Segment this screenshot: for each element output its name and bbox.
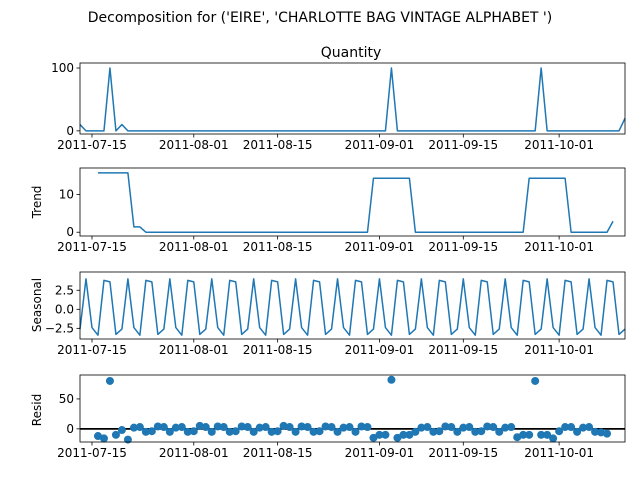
x-tick-label: 2011-09-01 [345,138,415,152]
x-tick-label: 2011-10-01 [524,240,594,254]
x-tick-label: 2011-08-01 [159,446,229,460]
x-tick-label: 2011-09-01 [345,240,415,254]
series-line [80,279,625,335]
x-tick-label: 2011-10-01 [524,343,594,357]
resid-point [118,426,126,434]
trend-ylabel: Trend [30,186,44,220]
series-line [98,173,613,232]
resid-point [208,428,216,436]
quantity-title: Quantity [321,45,382,61]
x-tick-label: 2011-07-15 [57,343,127,357]
figure-title: Decomposition for ('EIRE', 'CHARLOTTE BA… [88,10,552,26]
resid-point [549,434,557,442]
resid-point [507,423,515,431]
y-tick-label: 10 [59,187,74,201]
resid-point [190,427,198,435]
x-tick-label: 2011-07-15 [57,240,127,254]
x-tick-label: 2011-10-01 [524,138,594,152]
seasonal-panel: Seasonal 2011-07-15 2011-08-01 2011-08-15 2… [30,272,625,357]
resid-point [603,430,611,438]
axes-frame [80,63,625,134]
resid-panel: Resid 2011-07-15 2011-08-01 2011-08-15 2011… [30,375,625,460]
resid-point [531,377,539,385]
x-tick-label: 2011-09-15 [428,343,498,357]
x-tick-label: 2011-09-15 [428,446,498,460]
resid-point [124,436,132,444]
y-tick-label: 0 [66,225,74,239]
y-tick-label: −2.5 [45,321,74,335]
x-tick-label: 2011-09-15 [428,240,498,254]
x-tick-label: 2011-08-15 [243,343,313,357]
x-tick-label: 2011-08-15 [243,138,313,152]
x-tick-label: 2011-08-15 [243,240,313,254]
resid-point [274,427,282,435]
y-tick-label: 0 [66,422,74,436]
x-tick-label: 2011-09-01 [345,343,415,357]
y-tick-label: 0 [66,124,74,138]
quantity-panel: Quantity 2011-07-15 2011-08-01 2011-08-15 2… [51,45,625,152]
x-tick-label: 2011-09-01 [345,446,415,460]
trend-panel: Trend 2011-07-15 2011-08-01 2011-08-15 2011… [30,168,625,254]
resid-point [292,428,300,436]
resid-point [106,377,114,385]
x-tick-label: 2011-09-15 [428,138,498,152]
y-tick-label: 100 [51,61,74,75]
x-tick-label: 2011-08-15 [243,446,313,460]
x-tick-label: 2011-08-01 [159,138,229,152]
x-tick-label: 2011-10-01 [524,446,594,460]
resid-point [351,428,359,436]
resid-point [381,431,389,439]
x-tick-label: 2011-08-01 [159,240,229,254]
resid-ylabel: Resid [30,394,44,426]
seasonal-ylabel: Seasonal [30,278,44,332]
resid-point [525,431,533,439]
x-tick-label: 2011-07-15 [57,446,127,460]
y-tick-label: 0.0 [55,302,74,316]
resid-point [387,376,395,384]
x-tick-label: 2011-07-15 [57,138,127,152]
series-line [80,68,625,131]
y-tick-label: 2.5 [55,283,74,297]
x-tick-label: 2011-08-01 [159,343,229,357]
resid-point [100,434,108,442]
y-tick-label: 50 [59,392,74,406]
resid-point [363,423,371,431]
